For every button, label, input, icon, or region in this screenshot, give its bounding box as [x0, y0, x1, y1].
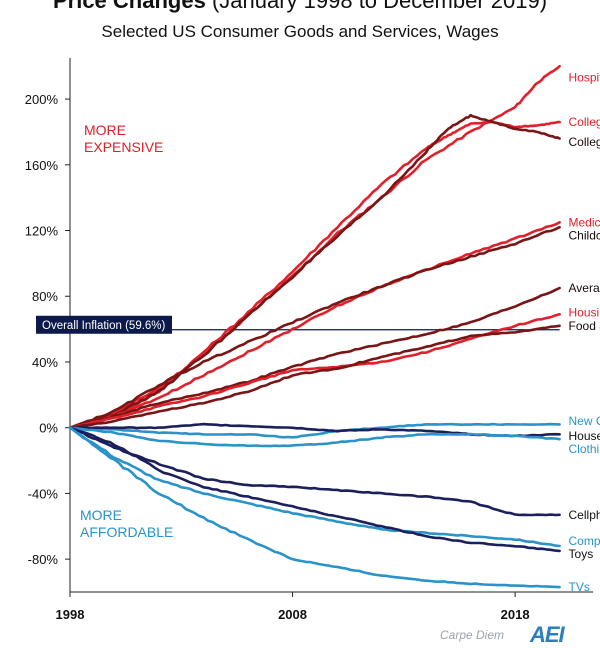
series-line-new-cars [68, 422, 561, 439]
chart-subtitle: Selected US Consumer Goods and Services,… [101, 22, 499, 41]
series-label-computer-software: Computer Software [569, 534, 600, 548]
series-label-childcare-and-nursery-school: Childcare and Nursery School [569, 228, 600, 242]
series-label-household-furnishings: Household Furnishings [569, 429, 600, 443]
y-tick-label: -80% [28, 552, 59, 567]
y-tick-label: 0% [39, 421, 58, 436]
inflation-label-box [36, 315, 172, 334]
y-tick-label: 200% [25, 92, 59, 107]
y-tick-label: 160% [25, 158, 59, 173]
y-tick-label: 120% [25, 224, 59, 239]
series-label-food-and-beverages: Food and Beverages [569, 319, 600, 333]
more-affordable-annotation: AFFORDABLE [80, 524, 173, 540]
series-label-cellphone-services: Cellphone Services [569, 508, 600, 522]
series-line-college-textbooks [68, 113, 561, 430]
more-expensive-annotation: EXPENSIVE [84, 139, 163, 155]
x-tick-label: 2008 [278, 607, 307, 622]
x-tick-label: 1998 [56, 607, 85, 622]
series-label-clothing: Clothing [569, 442, 600, 456]
more-expensive-annotation: MORE [84, 122, 126, 138]
series-label-college-tuition-and-fees: College Tuition and Fees [569, 115, 600, 129]
title-main: Price Changes [52, 0, 206, 13]
y-tick-label: -40% [28, 486, 59, 501]
series-line-tvs [68, 426, 561, 589]
series-label-average-hourly-wages: Average Hourly Wages [569, 281, 600, 295]
series-line-medical-care-services [68, 221, 561, 430]
series-line-clothing [68, 426, 561, 448]
series-line-hospital-services [68, 64, 561, 430]
series-label-hospital-services: Hospital Services [569, 71, 600, 85]
series-line-childcare-and-nursery-school [68, 225, 561, 430]
y-tick-label: 80% [32, 289, 58, 304]
series-line-food-and-beverages [68, 324, 561, 430]
series-label-medical-care-services: Medical Care Services [569, 215, 600, 229]
series-label-tvs: TVs [569, 580, 590, 594]
series-label-housing: Housing [569, 306, 600, 320]
series-line-average-hourly-wages [68, 286, 561, 430]
credit-author: Carpe Diem [440, 628, 505, 642]
series-line-toys [68, 426, 561, 553]
series-line-cellphone-services [68, 426, 561, 517]
inflation-label: Overall Inflation (59.6%) [42, 320, 166, 332]
x-tick-label: 2018 [501, 607, 530, 622]
series-label-college-textbooks: College Textbooks [569, 135, 600, 149]
title-date-range: (January 1998 to December 2019) [211, 0, 548, 13]
series-line-college-tuition-and-fees [68, 120, 561, 430]
series-label-new-cars: New Cars [569, 414, 600, 428]
more-affordable-annotation: MORE [80, 507, 122, 523]
chart-title: Price Changes (January 1998 to December … [0, 0, 600, 14]
series-line-computer-software [68, 426, 561, 548]
y-tick-label: 40% [32, 355, 58, 370]
series-label-toys: Toys [569, 547, 594, 561]
aei-logo: AEI [530, 622, 565, 647]
